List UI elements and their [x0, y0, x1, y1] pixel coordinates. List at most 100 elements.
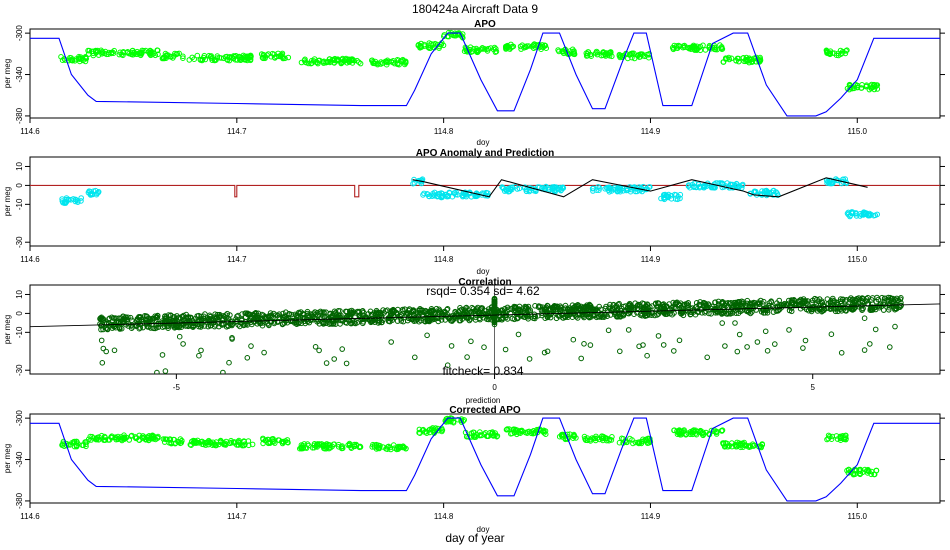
data-point [416, 307, 423, 314]
data-point [544, 348, 551, 355]
data-point [348, 444, 354, 450]
data-point [774, 190, 780, 197]
data-point [349, 317, 356, 324]
data-point [103, 348, 109, 355]
data-point [321, 309, 327, 315]
data-point [426, 45, 433, 52]
data-point [200, 313, 207, 320]
data-point [159, 352, 166, 358]
data-point [391, 307, 397, 314]
data-point [722, 343, 728, 349]
data-point [328, 316, 335, 323]
data-point [83, 55, 89, 62]
data-point [606, 50, 613, 56]
data-point [632, 439, 639, 446]
data-point [844, 467, 850, 474]
data-point [241, 439, 247, 445]
data-point [397, 444, 404, 451]
data-point [617, 348, 623, 355]
data-point [518, 46, 524, 52]
data-point [732, 320, 738, 326]
data-point [765, 189, 771, 195]
data-point [316, 316, 323, 322]
y-tick-label: -300 [15, 410, 24, 427]
data-point [842, 50, 849, 57]
data-point [540, 306, 546, 313]
data-point [658, 195, 664, 202]
data-point [575, 302, 581, 308]
data-point [59, 57, 66, 64]
data-point [700, 432, 706, 439]
data-point [819, 298, 825, 305]
data-point [596, 303, 603, 310]
data-point [137, 52, 144, 59]
data-point [187, 315, 194, 321]
data-point [78, 195, 84, 201]
data-point [397, 443, 403, 450]
data-point [201, 323, 208, 329]
data-point [741, 58, 747, 65]
data-point [343, 360, 350, 367]
data-point [115, 320, 121, 326]
data-point [491, 317, 498, 324]
data-point [417, 44, 423, 50]
data-point [665, 194, 671, 201]
y-axis-label: per meg [3, 59, 12, 88]
data-point [882, 295, 888, 302]
data-point [258, 51, 265, 57]
data-point [125, 323, 132, 329]
data-point [451, 190, 457, 196]
data-point [837, 437, 844, 444]
data-point [397, 313, 404, 320]
data-point [172, 440, 178, 447]
data-point [131, 50, 138, 57]
data-point [719, 428, 725, 434]
data-point [471, 434, 478, 441]
series-line-3 [412, 177, 868, 198]
data-point [525, 307, 532, 313]
data-point [530, 315, 537, 322]
data-point [190, 322, 196, 329]
data-point [211, 57, 218, 64]
data-point [562, 302, 569, 309]
data-point [216, 54, 223, 61]
data-point [382, 308, 389, 314]
data-point [191, 439, 198, 445]
data-point [338, 445, 345, 452]
data-point [880, 301, 887, 307]
data-point [606, 185, 613, 191]
data-point [323, 309, 329, 316]
series-points-2 [59, 415, 880, 478]
data-point [60, 199, 66, 206]
data-point [335, 57, 341, 64]
data-point [335, 444, 342, 450]
data-point [468, 338, 474, 345]
data-point [300, 442, 306, 449]
data-point [124, 316, 130, 323]
data-point [394, 61, 401, 68]
data-point [687, 305, 694, 312]
data-point [504, 44, 511, 50]
data-point [216, 323, 222, 330]
data-point [348, 320, 355, 327]
data-point [159, 319, 166, 326]
data-point [565, 314, 571, 321]
data-point [282, 55, 288, 62]
data-point [539, 184, 545, 191]
data-point [829, 180, 835, 186]
data-point [647, 439, 654, 445]
chart-title: Correlation [458, 277, 511, 288]
series-points-2 [59, 176, 881, 220]
data-point [828, 301, 834, 307]
data-point [762, 328, 769, 335]
data-point [186, 57, 193, 63]
data-point [119, 51, 125, 58]
data-point [143, 437, 149, 443]
data-point [375, 442, 382, 449]
data-point [581, 306, 587, 313]
data-point [593, 48, 600, 55]
data-point [199, 57, 205, 64]
data-point [448, 343, 455, 349]
data-point [570, 336, 577, 343]
data-point [412, 354, 418, 361]
